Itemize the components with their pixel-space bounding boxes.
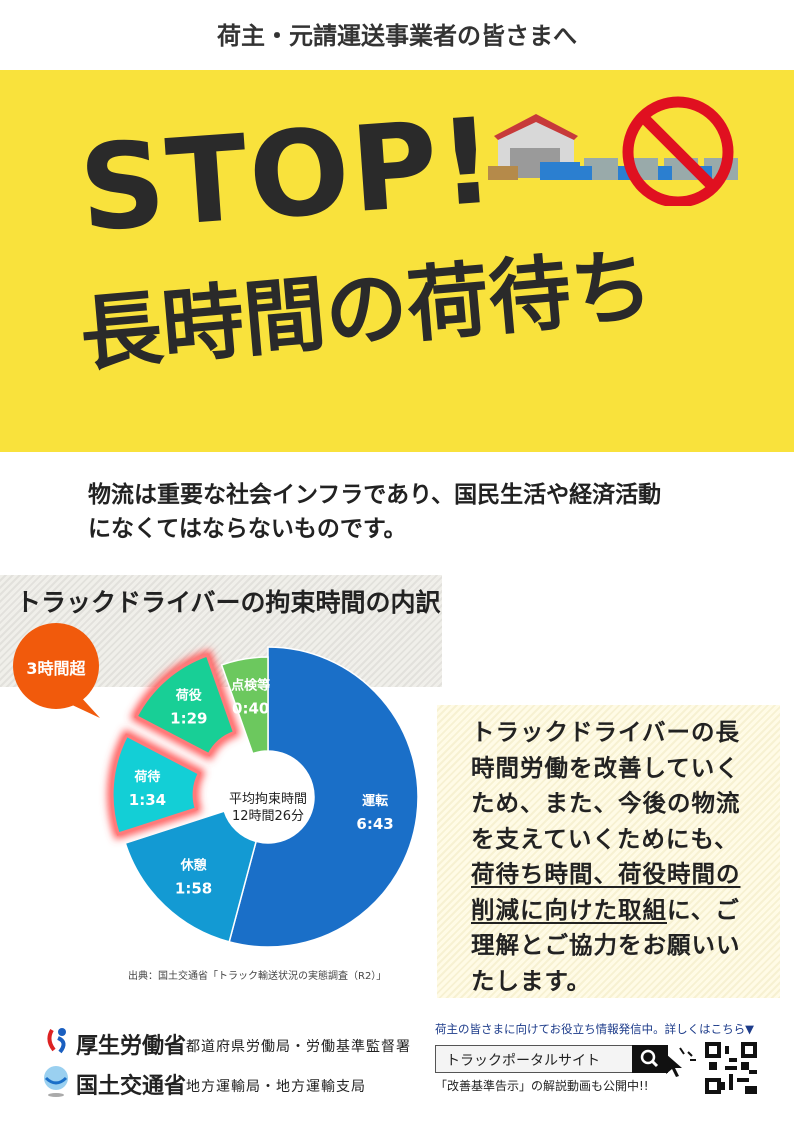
search-input[interactable]: トラックポータルサイト [435,1045,635,1073]
donut-hole [222,751,314,843]
slice-value: 1:29 [170,710,207,728]
slice-label: 荷待 [133,769,160,785]
mhlw-logo-icon [47,1028,66,1054]
message-line: ため、また、今後の物流 [471,789,741,817]
mlit-logo-icon [44,1066,68,1097]
intro-line: になくてはならないものです。 [88,516,407,542]
qr-code[interactable] [705,1042,757,1094]
emphasis-text: 荷待ち時間、荷役時間の [471,860,741,888]
slice-label: 運転 [362,793,388,809]
video-note: 「改善基準告示」の解説動画も公開中!! [435,1079,649,1093]
slice-value: 1:34 [129,791,166,809]
intro-line: 物流は重要な社会インフラであり、国民生活や経済活動 [88,482,662,508]
intro-text: 物流は重要な社会インフラであり、国民生活や経済活動 になくてはならないものです。 [88,478,661,546]
portal-note: 荷主の皆さまに向けてお役立ち情報発信中。詳しくはこちら▼ [435,1022,754,1036]
message-line: トラックドライバーの長 [471,718,741,746]
slice-label: 休憩 [180,857,207,873]
chart-title: トラックドライバーの拘束時間の内訳 [16,588,441,617]
callout-label: 3時間超 [26,659,86,678]
message-line: 荷待ち時間、荷役時間の [471,857,780,893]
callout-bubble: 3時間超 [13,623,100,718]
message-line: 削減に向けた取組に、ご [471,893,780,929]
emphasis-text: 削減に向けた取組 [471,895,667,924]
message-box: トラックドライバーの長 時間労働を改善していく ため、また、今後の物流 を支えて… [437,705,780,998]
stop-text: STOP! [75,91,501,258]
mlit-sub: 地方運輸局・地方運輸支局 [186,1079,366,1095]
slice-value: 1:58 [175,879,212,897]
donut-chart: 運転 6:43 休憩 1:58 荷待 1:34 荷役 1:29 点検等 0:40 3時間超 平均拘… [13,623,419,948]
slice-3 [134,653,237,757]
slice-value: 0:40 [232,699,269,717]
message-text: に、ご [667,895,740,924]
slice-label: 荷役 [175,688,202,704]
message-line: たします。 [471,966,592,995]
page-heading: 荷主・元請運送事業者の皆さまへ [217,22,577,50]
prohibited-icon [622,96,734,206]
mhlw-name: 厚生労働省 [76,1034,187,1059]
cursor-icon [666,1047,696,1077]
chart-source: 出典：国土交通省「トラック輸送状況の実態調査（R2）」 [128,971,387,982]
message-line: 時間労働を改善していく [471,753,740,782]
slice-1 [124,810,258,943]
message-line: を支えていくためにも、 [471,824,739,853]
warehouse-truck-illustration [488,96,738,206]
center-label-1: 平均拘束時間 [229,792,307,807]
mhlw-sub: 都道府県労働局・労働基準監督署 [186,1039,411,1055]
mlit-name: 国土交通省 [76,1074,187,1099]
slice-2 [110,733,202,836]
slice-value: 6:43 [356,815,393,833]
search-icon [640,1049,659,1068]
search-button[interactable] [632,1045,668,1073]
center-label-2: 12時間26分 [232,809,304,824]
message-line: 理解とご協力をお願いい [471,931,741,959]
slice-label: 点検等 [231,677,270,693]
